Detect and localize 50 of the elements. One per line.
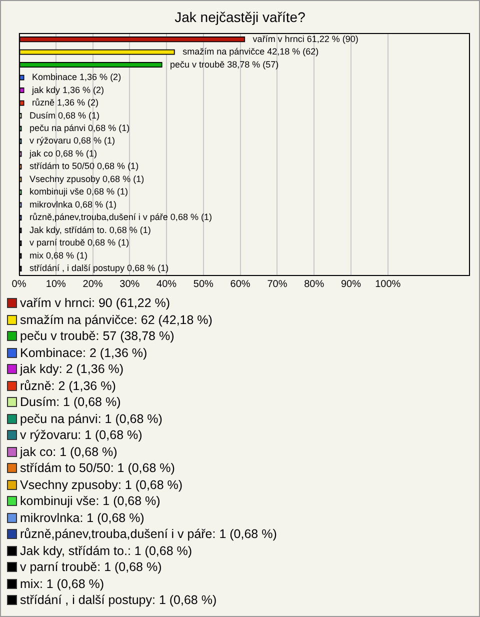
- chart-title: Jak nejčastěji vaříte?: [174, 8, 306, 27]
- legend-label: smažím na pánvičce: 62 (42,18 %): [20, 312, 212, 328]
- legend-label: Vsechny zpusoby: 1 (0,68 %): [20, 476, 183, 493]
- data-label: Vsechny zpusoby 0,68 % (1): [30, 174, 144, 184]
- x-tick-label: 30%: [120, 278, 140, 290]
- legend-label: různě: 2 (1,36 %): [20, 378, 116, 394]
- x-tick-label: 90%: [340, 278, 362, 290]
- x-tick-label: 40%: [156, 278, 177, 290]
- x-tick-label: 0%: [12, 278, 26, 290]
- data-label: střídání , i další postupy 0,68 % (1): [30, 263, 169, 274]
- legend-label: peču v troubě: 57 (38,78 %): [20, 328, 174, 344]
- data-label: střídám to 50/50 0,68 % (1): [30, 161, 139, 172]
- legend-label: peču na pánvi: 1 (0,68 %): [20, 410, 162, 427]
- legend-label: v rýžovaru: 1 (0,68 %): [20, 427, 142, 444]
- data-label: vařím v hrnci 61,22 % (90): [252, 34, 358, 44]
- legend-label: Dusím: 1 (0,68 %): [20, 394, 121, 410]
- data-label: mix 0,68 % (1): [30, 250, 88, 260]
- data-label: Dusím 0,68 % (1): [30, 110, 100, 120]
- legend-label: střídání , i další postupy: 1 (0,68 %): [20, 592, 217, 608]
- data-label: v parní troubě 0,68 % (1): [30, 238, 130, 248]
- data-label: mikrovlnka 0,68 % (1): [30, 199, 117, 210]
- legend-label: mix: 1 (0,68 %): [20, 576, 104, 592]
- legend-label: jak co: 1 (0,68 %): [20, 444, 118, 460]
- x-tick-label: 20%: [82, 278, 103, 290]
- x-tick-label: 10%: [46, 278, 66, 290]
- data-label: různě,pánev,trouba,dušení i v páře 0,68 % (1): [30, 212, 212, 222]
- data-label: Jak kdy, střídám to. 0,68 % (1): [30, 224, 151, 235]
- data-label: Kombinace 1,36 % (2): [32, 72, 122, 82]
- data-label: peču v troubě 38,78 % (57): [170, 59, 279, 70]
- x-tick-label: 80%: [304, 278, 324, 290]
- legend-label: Kombinace: 2 (1,36 %): [20, 344, 148, 361]
- data-label: jak co 0,68 % (1): [28, 148, 98, 158]
- legend-label: Jak kdy, střídám to.: 1 (0,68 %): [20, 542, 192, 559]
- x-tick-label: 100%: [375, 278, 401, 290]
- legend-label: v parní troubě: 1 (0,68 %): [20, 559, 162, 576]
- legend-label: střídám to 50/50: 1 (0,68 %): [20, 460, 175, 476]
- legend-label: vařím v hrnci: 90 (61,22 %): [20, 295, 170, 312]
- legend-label: kombinuji vše: 1 (0,68 %): [20, 493, 160, 510]
- data-label: v rýžovaru 0,68 % (1): [30, 136, 116, 146]
- x-tick-label: 70%: [267, 278, 288, 290]
- legend-label: různě,pánev,trouba,dušení i v páře: 1 (0,68 %): [20, 526, 277, 542]
- legend-label: mikrovlnka: 1 (0,68 %): [20, 510, 144, 526]
- data-label: různě 1,36 % (2): [32, 98, 99, 108]
- data-label: jak kdy 1,36 % (2): [31, 84, 104, 95]
- data-label: peču na pánvi 0,68 % (1): [30, 123, 130, 134]
- legend-label: jak kdy: 2 (1,36 %): [20, 361, 124, 378]
- data-label: kombinuji vše 0,68 % (1): [30, 186, 128, 197]
- x-tick-label: 50%: [193, 278, 214, 290]
- data-label: smažím na pánvičce 42,18 % (62): [182, 46, 319, 57]
- x-tick-label: 60%: [230, 278, 250, 290]
